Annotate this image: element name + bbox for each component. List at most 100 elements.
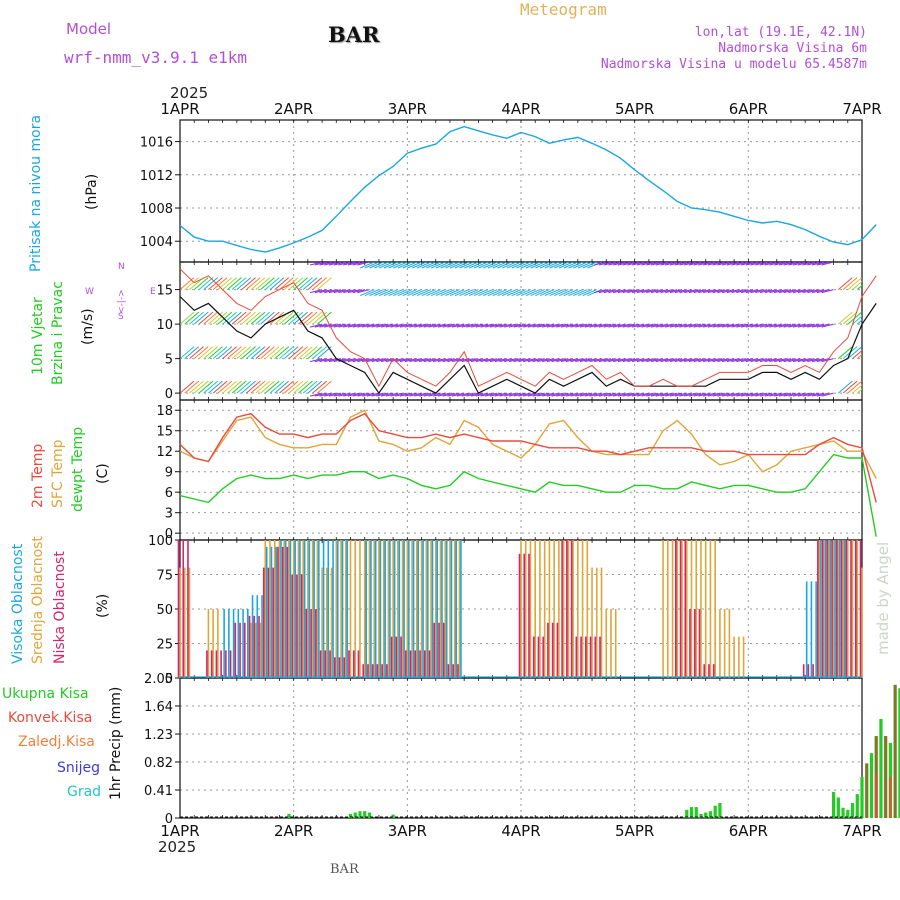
- wind-arrow: [811, 358, 825, 363]
- wind-arrow: [366, 323, 380, 328]
- wind-arrow: [622, 262, 635, 266]
- wind-arrow: [603, 323, 616, 328]
- wind-arrow: [468, 289, 484, 297]
- wind-arrow: [241, 311, 256, 325]
- wind-arrow: [636, 262, 649, 266]
- model-elevation-label: Nadmorska Visina u modelu 65.4587m: [600, 57, 867, 72]
- wind-arrow: [783, 323, 796, 328]
- wind-arrow: [184, 380, 200, 394]
- wind-arrow: [198, 262, 200, 263]
- wind-arrow: [632, 262, 645, 266]
- wind-arrow: [608, 392, 621, 397]
- wind-arrow: [227, 262, 229, 263]
- wind-arrow: [198, 277, 214, 290]
- wind-arrow: [726, 358, 739, 363]
- wind-arrow: [293, 277, 308, 290]
- wind-arrow: [416, 262, 432, 269]
- wind-arrow: [426, 289, 441, 297]
- wind-arrow: [357, 358, 370, 363]
- wind-arrow: [506, 262, 522, 269]
- wind-arrow: [404, 323, 417, 328]
- wind-arrow: [660, 262, 673, 266]
- wind-arrow: [409, 358, 422, 363]
- wind-arrow: [655, 392, 668, 397]
- wind-arrow: [428, 358, 441, 363]
- wind-arrow: [414, 392, 427, 397]
- wind-barbs: [180, 262, 862, 397]
- wind-arrow: [698, 289, 711, 294]
- wind-arrow: [627, 358, 640, 363]
- wind-arrow: [203, 346, 219, 359]
- precip-bar: [348, 813, 353, 818]
- wind-arrow: [264, 380, 280, 394]
- wind-arrow: [312, 262, 314, 263]
- wind-arrow: [556, 392, 569, 397]
- precip-bar: [353, 812, 357, 818]
- wind-arrow: [565, 392, 578, 397]
- wind-arrow: [674, 262, 687, 266]
- xlabel-bottom: 3APR: [388, 822, 427, 840]
- wind-arrow: [707, 358, 721, 363]
- precip-bar: [704, 812, 708, 818]
- wind-arrow: [736, 358, 749, 363]
- wind-arrow: [745, 289, 758, 294]
- wind-arrow: [269, 277, 285, 290]
- wind-arrow: [861, 357, 862, 359]
- wind-arrow: [821, 262, 834, 266]
- wind-arrow: [674, 289, 687, 294]
- wind-arrow: [684, 289, 697, 294]
- wind-arrow: [807, 323, 820, 328]
- wind-arrow: [217, 380, 233, 394]
- ytick-label: 9: [165, 466, 173, 481]
- wind-arrow: [338, 392, 351, 397]
- wind-arrow: [445, 289, 460, 297]
- wind-arrow: [774, 289, 787, 294]
- wind-arrow: [788, 289, 801, 294]
- wind-arrow: [478, 289, 493, 297]
- wind-arrow: [222, 311, 237, 325]
- wind-arrow: [788, 358, 801, 363]
- wind-arrow: [684, 358, 697, 363]
- precip-bar: [850, 802, 855, 818]
- wind-arrow: [698, 392, 711, 397]
- wind-arrow: [769, 358, 782, 363]
- xlabel-top: 5APR: [615, 100, 654, 118]
- wind-arrow: [381, 323, 394, 328]
- wind-arrow: [217, 346, 233, 359]
- wind-arrow: [279, 277, 294, 290]
- wind-arrow: [333, 289, 346, 294]
- wind-arrow: [837, 277, 853, 290]
- wind-arrow: [546, 358, 560, 363]
- wind-arrow: [357, 262, 370, 266]
- wind-arrow: [797, 392, 811, 397]
- wind-arrow: [535, 262, 550, 269]
- wind-arrow: [319, 262, 332, 266]
- wind-arrow: [636, 392, 649, 397]
- wind-arrow: [740, 392, 754, 397]
- wind-arrow: [260, 311, 275, 325]
- wind-arrow: [856, 353, 862, 359]
- wind-arrow: [293, 311, 308, 325]
- wind-arrow: [241, 346, 256, 359]
- precip-bar: [846, 809, 850, 818]
- wind-arrow: [535, 289, 550, 297]
- wind-arrow: [180, 311, 195, 325]
- legend-conv-rain: Konvek.Kisa: [8, 710, 93, 726]
- wind-arrow: [364, 289, 380, 297]
- wind-arrow: [722, 262, 735, 266]
- wind-arrow: [421, 262, 436, 269]
- wind-arrow: [603, 392, 616, 397]
- wind-arrow: [485, 392, 498, 397]
- wind-arrow: [303, 262, 304, 263]
- wind-arrow: [674, 392, 687, 397]
- wind-arrow: [433, 392, 446, 397]
- wind-arrow: [778, 392, 792, 397]
- wind-arrow: [679, 262, 692, 266]
- wind-arrow: [632, 323, 645, 328]
- wind-arrow: [613, 358, 626, 363]
- wind-arrow: [378, 289, 394, 297]
- wind-arrow: [570, 392, 583, 397]
- wind-arrow: [184, 346, 200, 359]
- wind-arrow: [584, 358, 597, 363]
- wind-arrow: [731, 262, 744, 266]
